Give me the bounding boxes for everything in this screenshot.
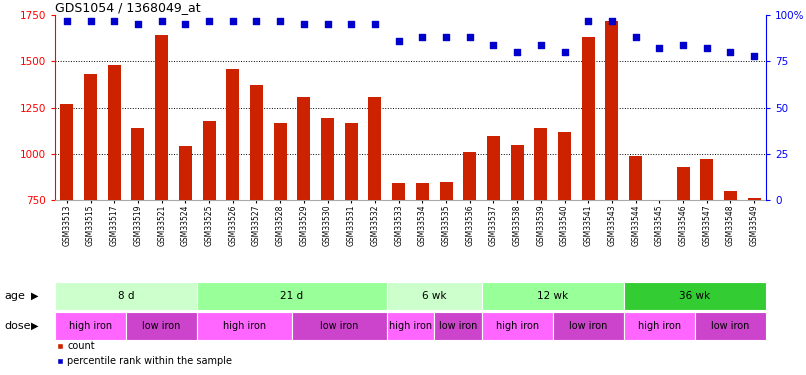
Bar xyxy=(511,146,524,200)
Bar xyxy=(624,282,766,310)
Text: ▶: ▶ xyxy=(31,291,38,301)
Point xyxy=(345,21,358,27)
Point xyxy=(700,45,713,51)
Text: age: age xyxy=(4,291,25,301)
Bar xyxy=(624,312,695,340)
Bar xyxy=(439,182,452,200)
Bar xyxy=(387,282,482,310)
Bar xyxy=(605,21,618,200)
Bar xyxy=(434,312,482,340)
Point xyxy=(487,42,500,48)
Point xyxy=(653,45,666,51)
Bar xyxy=(226,69,239,200)
Bar xyxy=(297,98,310,200)
Point xyxy=(84,18,97,24)
Bar xyxy=(582,37,595,200)
Bar xyxy=(534,128,547,200)
Point xyxy=(60,18,73,24)
Text: high iron: high iron xyxy=(638,321,681,331)
Point xyxy=(274,18,287,24)
Text: GDS1054 / 1368049_at: GDS1054 / 1368049_at xyxy=(55,1,201,14)
Point xyxy=(558,49,571,55)
Legend: count, percentile rank within the sample: count, percentile rank within the sample xyxy=(52,338,236,370)
Text: high iron: high iron xyxy=(389,321,432,331)
Point xyxy=(226,18,239,24)
Text: low iron: low iron xyxy=(320,321,359,331)
Point xyxy=(748,53,761,59)
Point xyxy=(463,34,476,40)
Bar xyxy=(487,136,500,200)
Point xyxy=(629,34,642,40)
Bar xyxy=(368,98,381,200)
Bar xyxy=(345,123,358,200)
Point xyxy=(179,21,192,27)
Point xyxy=(368,21,381,27)
Bar xyxy=(55,312,126,340)
Text: 21 d: 21 d xyxy=(280,291,304,301)
Bar xyxy=(700,159,713,200)
Text: low iron: low iron xyxy=(711,321,750,331)
Bar xyxy=(126,312,197,340)
Point xyxy=(321,21,334,27)
Point xyxy=(439,34,452,40)
Bar xyxy=(84,74,97,200)
Bar xyxy=(724,191,737,200)
Point xyxy=(108,18,121,24)
Bar xyxy=(387,312,434,340)
Bar xyxy=(155,35,168,200)
Text: low iron: low iron xyxy=(438,321,477,331)
Bar xyxy=(558,132,571,200)
Text: 6 wk: 6 wk xyxy=(422,291,447,301)
Point xyxy=(202,18,215,24)
Text: 8 d: 8 d xyxy=(118,291,135,301)
Bar xyxy=(553,312,624,340)
Bar xyxy=(197,282,387,310)
Text: dose: dose xyxy=(4,321,31,331)
Bar xyxy=(292,312,387,340)
Point xyxy=(676,42,689,48)
Text: high iron: high iron xyxy=(69,321,112,331)
Point xyxy=(534,42,547,48)
Text: ▶: ▶ xyxy=(31,321,38,331)
Bar xyxy=(748,198,761,200)
Point xyxy=(416,34,429,40)
Text: low iron: low iron xyxy=(143,321,181,331)
Bar xyxy=(108,65,121,200)
Bar xyxy=(131,128,144,200)
Bar xyxy=(273,123,287,200)
Point xyxy=(605,18,618,24)
Bar xyxy=(676,167,690,200)
Bar xyxy=(695,312,766,340)
Point xyxy=(156,18,168,24)
Bar xyxy=(629,156,642,200)
Bar xyxy=(463,152,476,200)
Point xyxy=(582,18,595,24)
Bar xyxy=(393,183,405,200)
Bar xyxy=(321,118,334,200)
Bar xyxy=(250,85,263,200)
Point xyxy=(511,49,524,55)
Bar xyxy=(55,282,197,310)
Point xyxy=(131,21,144,27)
Text: 36 wk: 36 wk xyxy=(679,291,710,301)
Point xyxy=(393,38,405,44)
Bar xyxy=(482,282,624,310)
Text: high iron: high iron xyxy=(223,321,266,331)
Text: low iron: low iron xyxy=(569,321,608,331)
Text: high iron: high iron xyxy=(496,321,538,331)
Point xyxy=(297,21,310,27)
Bar xyxy=(202,122,215,200)
Bar xyxy=(482,312,553,340)
Text: 12 wk: 12 wk xyxy=(537,291,568,301)
Bar xyxy=(179,146,192,200)
Bar xyxy=(60,104,73,200)
Bar xyxy=(416,183,429,200)
Point xyxy=(724,49,737,55)
Bar xyxy=(197,312,292,340)
Point xyxy=(250,18,263,24)
